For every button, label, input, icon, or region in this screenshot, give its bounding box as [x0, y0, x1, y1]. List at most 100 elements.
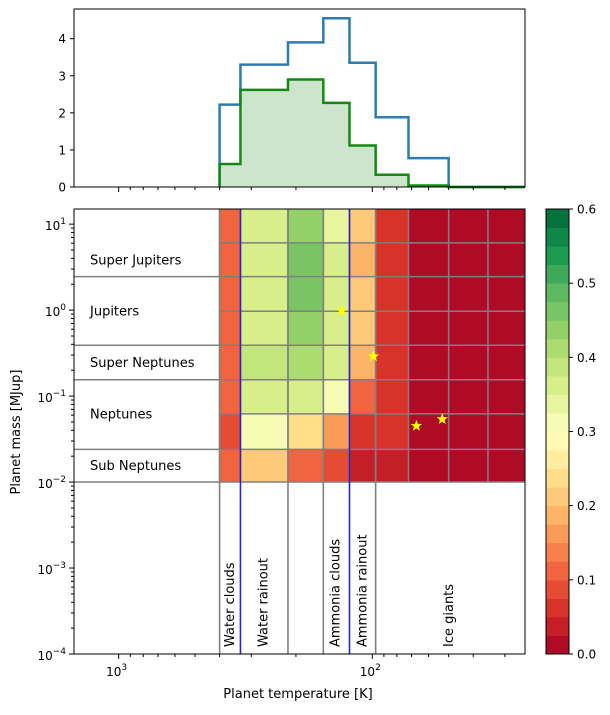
colorbar-level: [546, 542, 569, 562]
heatmap-cell: [487, 449, 525, 483]
class-label: Neptunes: [90, 407, 153, 422]
heatmap-cell: [219, 209, 241, 243]
heatmap-cell: [375, 449, 409, 483]
colorbar-tick-label: 0.3: [577, 425, 596, 439]
heatmap-cell: [448, 311, 488, 346]
colorbar-level: [546, 320, 569, 340]
heatmap-cell: [323, 379, 350, 414]
heatmap-cell: [240, 209, 288, 243]
heatmap-cell: [349, 379, 376, 414]
heatmap-cell: [349, 209, 376, 243]
heatmap-cell: [408, 209, 449, 243]
heatmap-cell: [375, 345, 409, 380]
x-tick-label: 103: [106, 663, 127, 679]
heatmap-cell: [448, 242, 488, 277]
planet-star-marker: [436, 413, 448, 424]
heatmap-cell: [287, 449, 324, 483]
y-tick-label: 101: [45, 217, 66, 233]
colorbar-level: [546, 561, 569, 581]
colorbar-level: [546, 431, 569, 451]
heatmap-cell: [219, 276, 241, 312]
heatmap-cell: [240, 345, 288, 380]
heatmap-cell: [375, 413, 409, 450]
heatmap-cell: [349, 413, 376, 450]
colorbar-level: [546, 579, 569, 599]
planet-star-marker: [367, 350, 380, 362]
colorbar-level: [546, 616, 569, 636]
heatmap-cell: [487, 276, 525, 312]
colorbar-level: [546, 412, 569, 432]
histogram-y-tick-label: 0: [58, 181, 66, 195]
heatmap-cell: [349, 449, 376, 483]
colorbar-level: [546, 209, 569, 229]
x-tick-label: 102: [360, 663, 381, 679]
heatmap-cell: [240, 379, 288, 414]
class-label: Sub Neptunes: [90, 459, 181, 474]
heatmap-cell: [408, 379, 449, 414]
heatmap-cell: [287, 242, 324, 277]
planet-star-marker: [336, 304, 348, 316]
histogram-panel: 0 1 2 3 4: [58, 8, 526, 195]
y-tick-label: 100: [45, 303, 66, 319]
colorbar-level: [546, 357, 569, 377]
heatmap-cell: [287, 413, 324, 450]
colorbar-level: [546, 338, 569, 358]
heatmap-cell: [323, 413, 350, 450]
colorbar-level: [546, 246, 569, 266]
colorbar-level: [546, 375, 569, 395]
colorbar-level: [546, 598, 569, 618]
heatmap-cell: [323, 311, 350, 346]
heatmap-panel: Sub Neptunes Neptunes Super Neptunes Jupite…: [37, 208, 526, 679]
heatmap-cell: [408, 345, 449, 380]
class-label: Jupiters: [89, 304, 139, 319]
colorbar-level: [546, 394, 569, 414]
histogram-step-1: [218, 78, 525, 189]
heatmap-cell: [448, 276, 488, 312]
colorbar-tick-label: 0.6: [577, 203, 596, 217]
colorbar-tick-label: 0.4: [577, 351, 596, 365]
heatmap-cell: [487, 413, 525, 450]
colorbar-level: [546, 524, 569, 544]
heatmap-cell: [487, 242, 525, 277]
histogram-frame: [73, 8, 526, 188]
class-label: Super Jupiters: [90, 253, 182, 268]
colorbar-tick-label: 0.0: [577, 648, 596, 662]
heatmap-cell: [219, 242, 241, 277]
colorbar-panel: 0.0 0.1 0.2 0.3 0.4 0.5 0.6: [545, 203, 596, 662]
colorbar-level: [546, 227, 569, 247]
colorbar-level: [546, 505, 569, 525]
heatmap-cell: [375, 379, 409, 414]
heatmap-cell: [487, 379, 525, 414]
heatmap-cell: [408, 276, 449, 312]
heatmap-cell: [219, 311, 241, 346]
planet-star-marker: [410, 419, 423, 431]
heatmap-cell: [487, 209, 525, 243]
heatmap-cell: [287, 276, 324, 312]
heatmap-cell: [448, 345, 488, 380]
heatmap-cell: [323, 276, 350, 312]
heatmap-cell: [219, 345, 241, 380]
heatmap-cell: [219, 449, 241, 483]
heatmap-cell: [240, 242, 288, 277]
zone-label: Water clouds: [223, 562, 238, 647]
histogram-fill-1: [219, 79, 525, 187]
colorbar-tick-label: 0.2: [577, 499, 596, 513]
histogram-y-tick-label: 1: [58, 143, 66, 157]
heatmap-cell: [349, 242, 376, 277]
colorbar-level: [546, 264, 569, 284]
y-tick-label: 10−2: [37, 475, 66, 491]
heatmap-cell: [487, 311, 525, 346]
heatmap-cell: [349, 276, 376, 312]
heatmap-cell: [375, 276, 409, 312]
zone-label: Water rainout: [256, 558, 271, 647]
y-tick-label: 10−3: [37, 561, 66, 577]
heatmap-cell: [240, 449, 288, 483]
heatmap-cell: [287, 345, 324, 380]
heatmap-cell: [375, 209, 409, 243]
heatmap-cell: [349, 345, 376, 380]
heatmap-cell: [287, 209, 324, 243]
histogram-step-0: [218, 17, 525, 189]
heatmap-cell: [487, 345, 525, 380]
histogram-y-tick-label: 2: [58, 106, 66, 120]
